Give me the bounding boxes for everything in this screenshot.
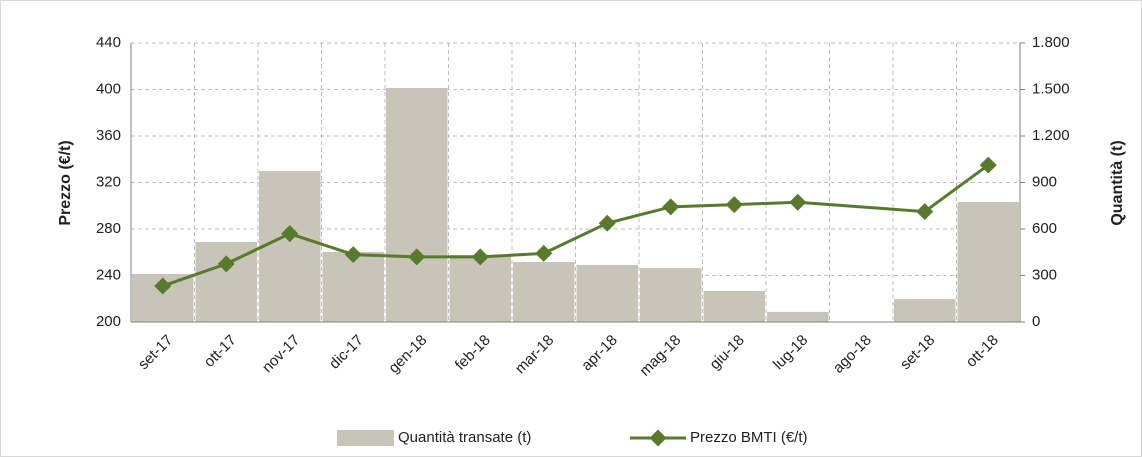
y-tick-label: 400 bbox=[96, 80, 121, 97]
line-marker bbox=[217, 255, 235, 273]
line-segment bbox=[353, 253, 417, 259]
line-segment bbox=[225, 232, 291, 266]
legend-label: Quantità transate (t) bbox=[398, 429, 531, 446]
y-tick-label: 240 bbox=[96, 266, 121, 283]
line-marker bbox=[471, 248, 489, 266]
legend-swatch bbox=[649, 429, 667, 447]
line-segment bbox=[670, 203, 735, 209]
line-segment bbox=[289, 232, 354, 256]
y-tick-label: 280 bbox=[96, 220, 121, 237]
line-segment bbox=[923, 163, 990, 213]
line-segment bbox=[162, 262, 227, 288]
line-marker bbox=[598, 214, 616, 232]
line-segment bbox=[797, 200, 925, 214]
line-marker bbox=[979, 156, 997, 174]
bar bbox=[640, 268, 702, 322]
bar bbox=[703, 291, 765, 322]
line-segment bbox=[606, 205, 672, 225]
line-marker bbox=[662, 198, 680, 216]
legend-swatch bbox=[337, 430, 394, 446]
y2-tick-label: 300 bbox=[1032, 266, 1057, 283]
bar bbox=[576, 264, 638, 322]
y2-tick-label: 1.800 bbox=[1032, 34, 1070, 51]
y2-tick-label: 1.200 bbox=[1032, 127, 1070, 144]
line-marker bbox=[535, 244, 553, 262]
legend-label: Prezzo BMTI (€/t) bbox=[690, 429, 808, 446]
bar bbox=[386, 87, 448, 322]
line-marker bbox=[344, 246, 362, 264]
bar bbox=[449, 255, 511, 322]
y2-tick-label: 600 bbox=[1032, 220, 1057, 237]
line-marker bbox=[281, 225, 299, 243]
line-marker bbox=[154, 277, 172, 295]
y2-tick-label: 900 bbox=[1032, 173, 1057, 190]
bar bbox=[322, 251, 384, 322]
line-marker bbox=[408, 248, 426, 266]
y2-tick-label: 0 bbox=[1032, 313, 1040, 330]
bar bbox=[957, 202, 1019, 322]
bar bbox=[767, 311, 829, 322]
line-marker bbox=[789, 193, 807, 211]
y2-axis-title: Quantità (t) bbox=[1109, 140, 1126, 225]
bar bbox=[513, 262, 575, 322]
bar bbox=[259, 171, 321, 322]
line-marker bbox=[725, 196, 743, 214]
line-marker bbox=[916, 203, 934, 221]
y2-tick-label: 1.500 bbox=[1032, 80, 1070, 97]
line-segment bbox=[480, 251, 544, 259]
line-segment bbox=[734, 200, 798, 207]
y-tick-label: 360 bbox=[96, 127, 121, 144]
line-segment bbox=[543, 221, 608, 255]
y-tick-label: 440 bbox=[96, 34, 121, 51]
bar bbox=[894, 299, 956, 322]
y-axis-title: Prezzo (€/t) bbox=[57, 140, 74, 225]
y-tick-label: 320 bbox=[96, 173, 121, 190]
y-tick-label: 200 bbox=[96, 313, 121, 330]
